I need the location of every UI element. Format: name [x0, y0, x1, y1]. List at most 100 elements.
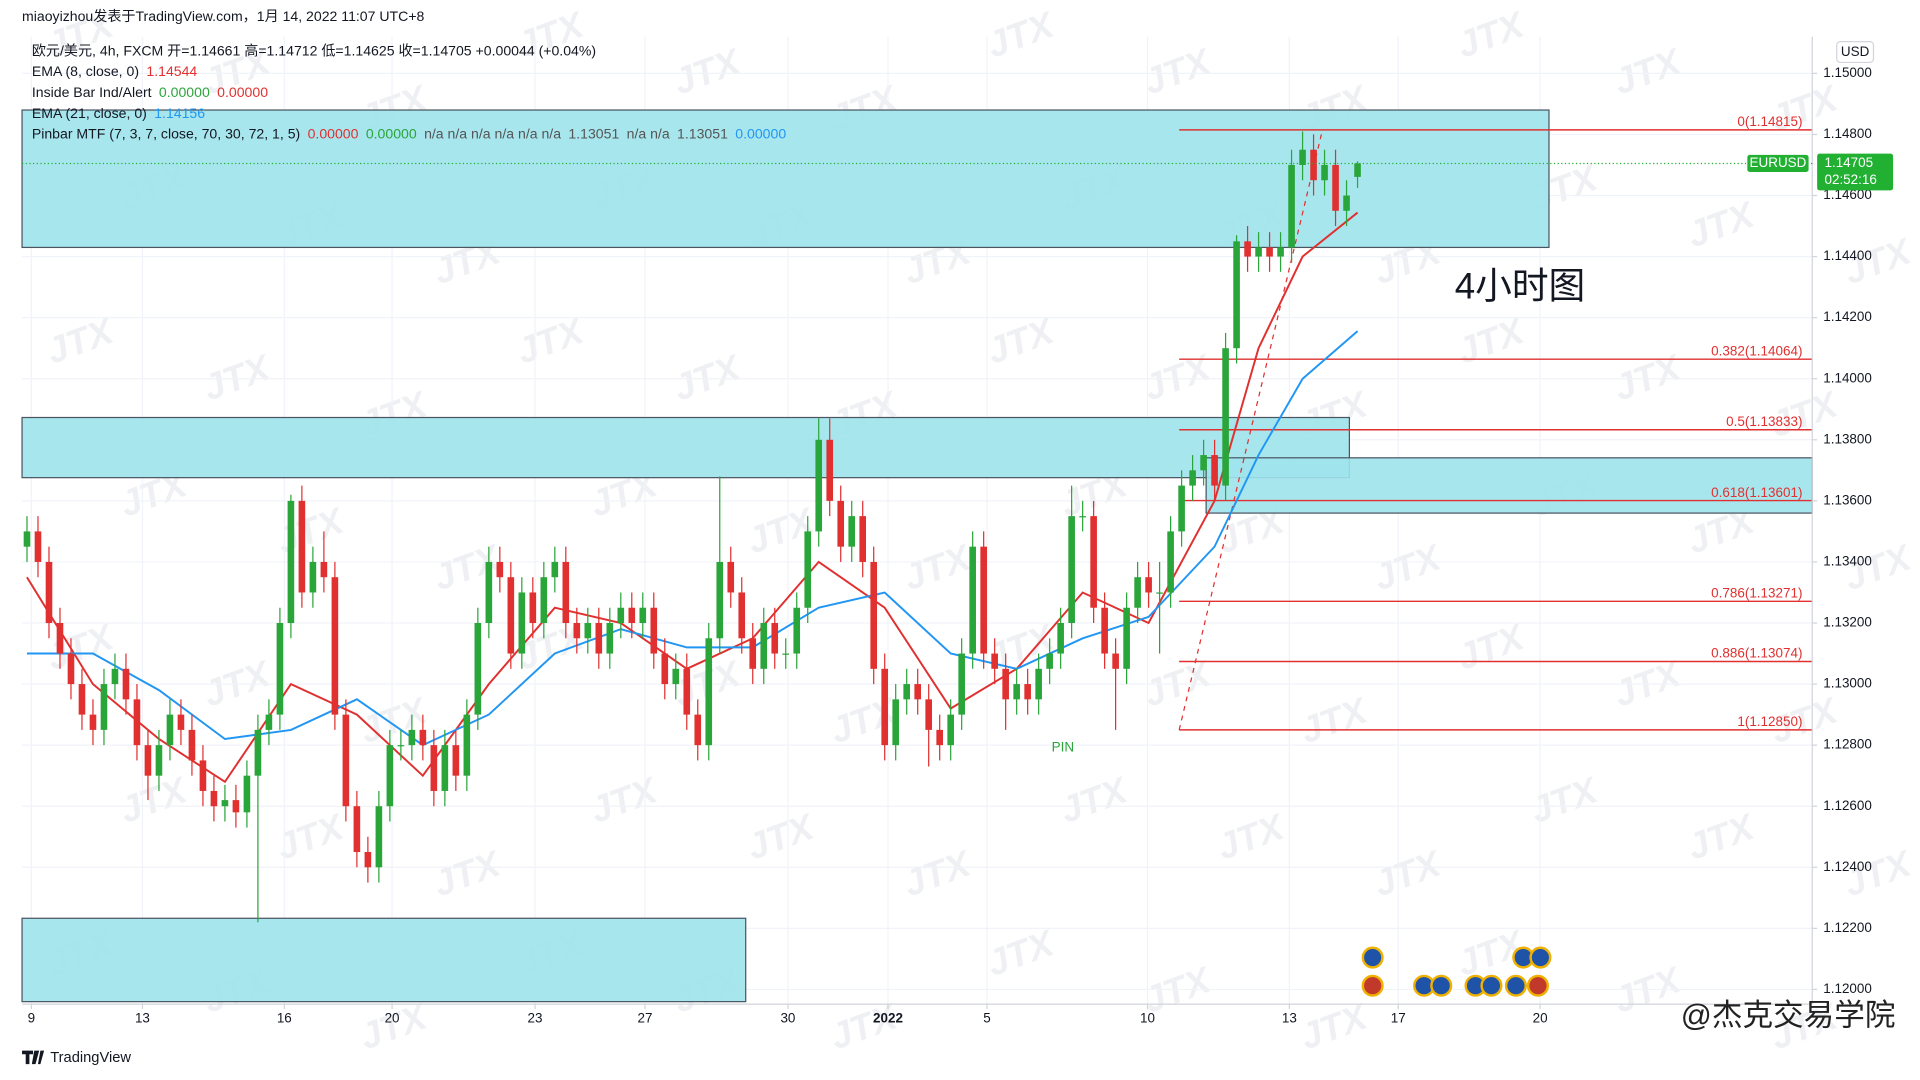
event-icon[interactable] [1430, 974, 1453, 997]
event-icon[interactable] [1529, 946, 1552, 969]
candle-body [1145, 577, 1152, 593]
candle-body [628, 607, 636, 624]
candle-body [1134, 577, 1141, 608]
candle-body [287, 500, 295, 624]
candle-body [793, 607, 801, 654]
pin-label: PIN [1052, 740, 1074, 755]
candle-body [375, 806, 383, 868]
candle-body [1200, 455, 1207, 471]
x-tick-label: 2022 [873, 1010, 903, 1025]
candle-body [507, 577, 515, 654]
legend-part: 1.14544 [146, 63, 197, 79]
fib-label: 0.786(1.13271) [1711, 586, 1802, 601]
candle-body [1343, 195, 1350, 211]
x-tick-label: 13 [1282, 1010, 1297, 1025]
candle-body [1277, 247, 1284, 257]
candle-body [991, 653, 998, 669]
candle-body [155, 745, 163, 776]
candle-body [452, 745, 460, 776]
candle-body [397, 745, 405, 747]
candle-body [540, 577, 548, 624]
fib-label: 0.886(1.13074) [1711, 646, 1802, 661]
candle-body [1123, 607, 1130, 669]
candle-body [56, 623, 64, 654]
candle-body [265, 714, 273, 730]
event-icon[interactable] [1504, 974, 1527, 997]
legend-line: EMA (21, close, 0) 1.14156 [32, 105, 205, 121]
candle-body [309, 561, 317, 593]
candle-body [694, 714, 702, 746]
candle-body [1112, 653, 1119, 669]
candle-body [892, 699, 900, 746]
candle-body [727, 561, 735, 593]
legend-part: 0.00000 [735, 125, 786, 141]
candle-body [925, 699, 932, 730]
legend-part: 0.00000 [366, 125, 417, 141]
candle-body [1156, 592, 1163, 594]
candle-body [1222, 348, 1229, 486]
footer-watermark: @杰克交易学院 [1681, 999, 1896, 1033]
legend-line: Inside Bar Ind/Alert 0.00000 0.00000 [32, 84, 268, 100]
candle-body [210, 790, 218, 807]
candle-body [738, 592, 746, 639]
y-tick-label: 1.14800 [1823, 126, 1872, 141]
event-icon[interactable] [1526, 974, 1549, 997]
candle-body [606, 623, 614, 654]
candle-body [947, 714, 954, 746]
y-tick-label: 1.14200 [1823, 309, 1872, 324]
candle-body [782, 653, 790, 655]
candle-body [144, 745, 152, 776]
y-tick-label: 1.12800 [1823, 737, 1872, 752]
event-icon[interactable] [1361, 946, 1384, 969]
x-tick-label: 9 [28, 1010, 35, 1025]
legend-part: n/a n/a n/a n/a n/a n/a [424, 125, 561, 141]
price-axis: 1.15000 1.14800 1.14600 1.14400 1.14200 1.140… [1812, 65, 1872, 996]
candle-body [111, 668, 119, 685]
x-tick-label: 16 [277, 1010, 292, 1025]
time-axis: 9 13 16 20 23 27 30 2022 5 10 13 17 20 [28, 1004, 1548, 1025]
candle-body [969, 546, 976, 654]
candle-body [562, 561, 570, 624]
candle-body [1233, 241, 1240, 349]
candle-body [760, 623, 768, 669]
candle-body [870, 561, 878, 669]
candle-body [716, 561, 724, 639]
legend-part: n/a n/a [627, 125, 670, 141]
candle-body [551, 561, 559, 578]
legend-part: EMA (8, close, 0) [32, 63, 139, 79]
candle-body [705, 638, 713, 746]
candle-body [45, 561, 53, 624]
candle-body [67, 653, 75, 685]
candle-body [914, 684, 921, 700]
legend: 欧元/美元, 4h, FXCM 开=1.14661 高=1.14712 低=1.… [32, 42, 787, 141]
legend-part: 0.00000 [159, 84, 210, 100]
currency-box[interactable] [1836, 41, 1875, 64]
candle-body [903, 684, 911, 700]
candle-body [1035, 668, 1042, 700]
event-icon[interactable] [1361, 974, 1384, 997]
candle-body [1310, 149, 1317, 181]
candle-body [1068, 516, 1075, 624]
legend-part: 0.00000 [217, 84, 268, 100]
fib-label: 0.5(1.13833) [1726, 414, 1802, 429]
y-tick-label: 1.14600 [1823, 187, 1872, 202]
candle-body [408, 729, 416, 746]
y-tick-label: 1.15000 [1823, 65, 1872, 80]
published-line: miaoyizhou发表于TradingView.com，1月 14, 2022… [22, 8, 425, 24]
x-tick-label: 10 [1140, 1010, 1155, 1025]
y-tick-label: 1.14000 [1823, 370, 1872, 385]
price-badge-value: 1.14705 [1824, 155, 1873, 170]
candle-body [485, 561, 493, 624]
candle-body [430, 745, 438, 791]
candle-body [980, 546, 987, 654]
candle-body [23, 531, 31, 547]
candle-body [1244, 241, 1251, 257]
price-badge [1817, 153, 1894, 191]
fib-trend [1178, 129, 1324, 731]
candle-body [1266, 247, 1273, 257]
candle-body [1178, 485, 1185, 532]
candle-body [474, 623, 482, 715]
legend-line: Pinbar MTF (7, 3, 7, close, 70, 30, 72, … [32, 125, 787, 141]
event-icon[interactable] [1480, 974, 1503, 997]
